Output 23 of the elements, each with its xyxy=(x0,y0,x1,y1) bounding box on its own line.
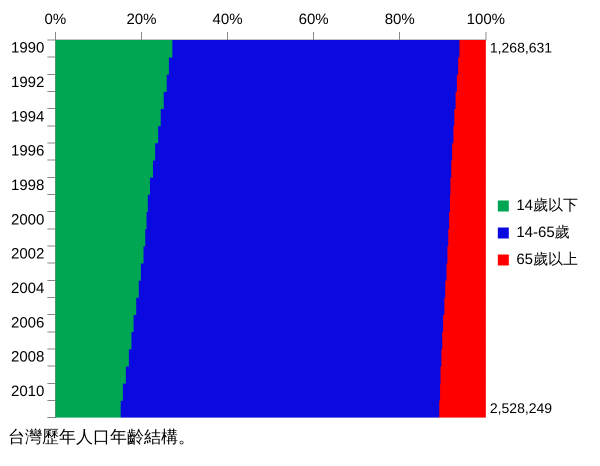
y-tick-label: 2010 xyxy=(10,382,44,400)
y-tick-label: 2002 xyxy=(10,246,44,263)
x-tick-label: 60% xyxy=(298,11,329,28)
y-tick-label: 2004 xyxy=(10,280,44,298)
y-tick-label: 1996 xyxy=(10,142,44,160)
y-tick-label: 1994 xyxy=(10,108,44,126)
annotation: 2,528,249 xyxy=(490,400,552,416)
y-tick-label: 1990 xyxy=(10,40,44,57)
x-tick-label: 0% xyxy=(44,11,66,28)
y-tick-label: 2008 xyxy=(10,348,44,366)
legend-label: 14歲以下 xyxy=(516,197,578,214)
annotation: 1,268,631 xyxy=(490,39,552,56)
x-tick-label: 40% xyxy=(212,11,243,28)
legend-label: 14-65歲 xyxy=(516,224,570,242)
y-tick-label: 2006 xyxy=(10,314,44,332)
y-tick-label: 2000 xyxy=(10,211,44,228)
x-tick-label: 100% xyxy=(466,11,506,28)
x-tick-label: 20% xyxy=(126,11,156,28)
x-tick-label: 80% xyxy=(384,11,415,28)
text: 台灣歷年人口年齡結構。 xyxy=(8,427,195,446)
y-tick-label: 1992 xyxy=(10,74,44,92)
y-tick-label: 1998 xyxy=(10,177,44,194)
legend-label: 65歲以上 xyxy=(516,251,578,268)
